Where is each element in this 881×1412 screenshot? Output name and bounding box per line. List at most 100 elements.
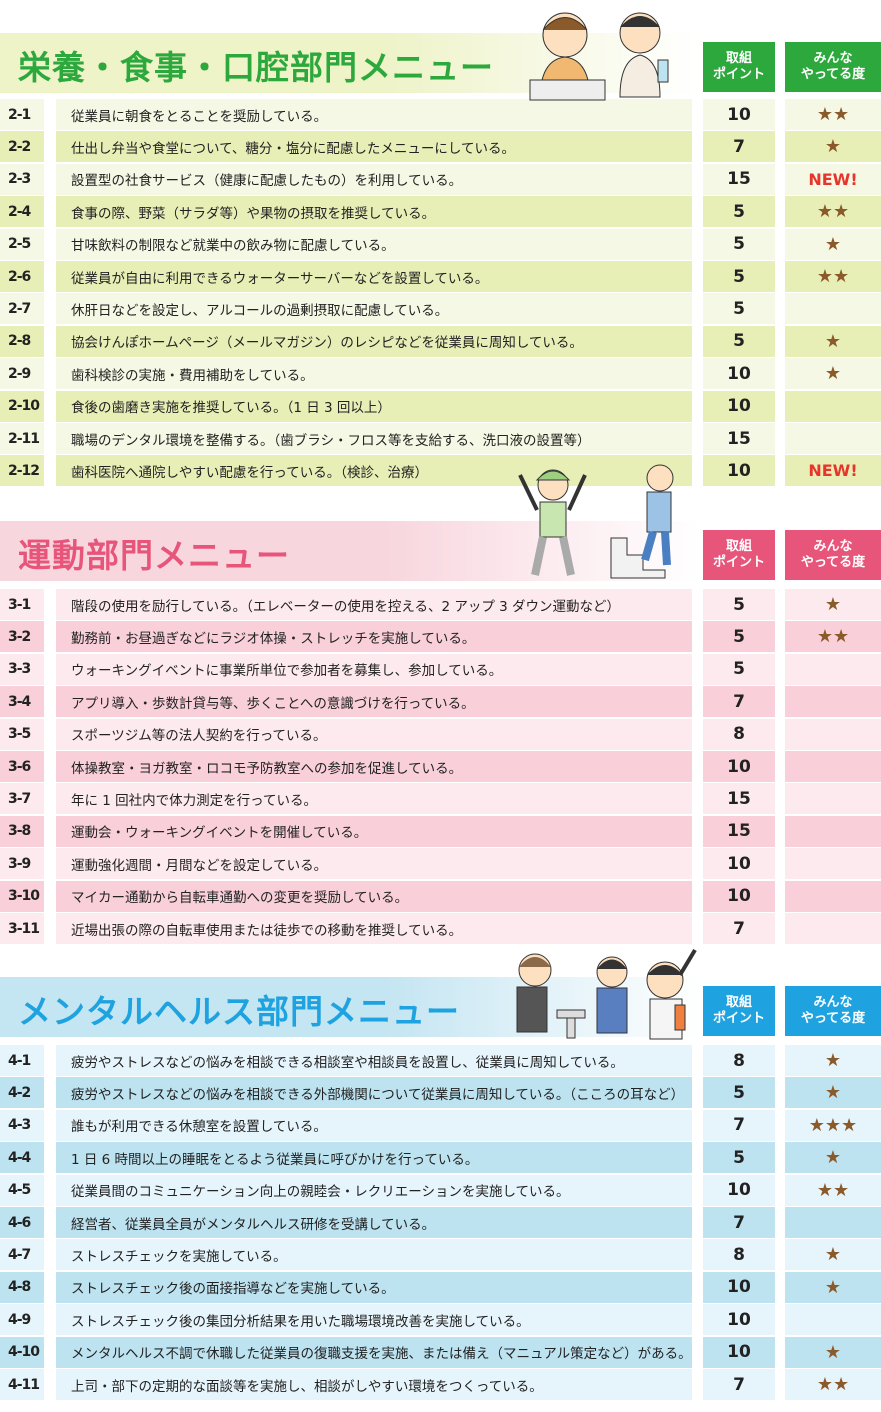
- item-description: ウォーキングイベントに事業所単位で参加者を募集し、参加している。: [56, 653, 692, 685]
- item-description: 階段の使用を励行している。（エレベーターの使用を控える、2 アップ 3 ダウン運…: [56, 589, 692, 620]
- menu-row: 3-7 年に 1 回社内で体力測定を行っている。 15: [0, 783, 881, 815]
- item-description: ストレスチェック後の集団分析結果を用いた職場環境改善を実施している。: [56, 1304, 692, 1336]
- menu-row: 4-1 疲労やストレスなどの悩みを相談できる相談室や相談員を設置し、従業員に周知し…: [0, 1045, 881, 1076]
- item-description: 体操教室・ヨガ教室・ロコモ予防教室への参加を促進している。: [56, 751, 692, 782]
- item-id: 3-2: [0, 621, 44, 653]
- menu-row: 3-6 体操教室・ヨガ教室・ロコモ予防教室への参加を促進している。 10: [0, 751, 881, 782]
- item-points: 7: [703, 686, 775, 718]
- item-popularity: [785, 653, 881, 685]
- item-description: 運動強化週間・月間などを設定している。: [56, 848, 692, 880]
- item-id: 2-4: [0, 196, 44, 228]
- item-description: 年に 1 回社内で体力測定を行っている。: [56, 783, 692, 815]
- menu-row: 4-11 上司・部下の定期的な面談等を実施し、相談がしやすい環境をつくっている。 7…: [0, 1369, 881, 1400]
- item-id: 4-2: [0, 1077, 44, 1109]
- star-rating-icon: ★: [785, 1239, 881, 1271]
- star-rating-icon: ★★: [785, 621, 881, 653]
- item-points: 10: [703, 99, 775, 130]
- item-description: 従業員が自由に利用できるウォーターサーバーなどを設置している。: [56, 261, 692, 292]
- item-id: 4-4: [0, 1142, 44, 1174]
- item-description: 従業員に朝食をとることを奨励している。: [56, 99, 692, 130]
- item-points: 5: [703, 1077, 775, 1109]
- item-points: 5: [703, 196, 775, 228]
- item-points: 5: [703, 325, 775, 357]
- star-rating-icon: ★: [785, 1271, 881, 1303]
- item-id: 3-11: [0, 913, 44, 944]
- star-rating-icon: ★: [785, 358, 881, 390]
- section-title-band: 運動部門メニュー: [0, 521, 700, 581]
- header-points: 取組 ポイント: [703, 42, 775, 92]
- item-id: 2-12: [0, 455, 44, 487]
- item-popularity: [785, 815, 881, 847]
- item-popularity: [785, 751, 881, 782]
- menu-row: 2-3 設置型の社食サービス（健康に配慮したもの）を利用している。 15 NEW!: [0, 163, 881, 195]
- star-rating-icon: ★★: [785, 1174, 881, 1206]
- item-points: 5: [703, 1142, 775, 1174]
- item-description: 経営者、従業員全員がメンタルヘルス研修を受講している。: [56, 1207, 692, 1238]
- star-rating-icon: ★: [785, 589, 881, 620]
- item-popularity: [785, 913, 881, 944]
- people-eating-illustration: [529, 12, 669, 101]
- item-description: 職場のデンタル環境を整備する。（歯ブラシ・フロス等を支給する、洗口液の設置等）: [56, 423, 692, 454]
- menu-row: 3-9 運動強化週間・月間などを設定している。 10: [0, 848, 881, 880]
- item-description: 疲労やストレスなどの悩みを相談できる外部機関について従業員に周知している。（ここ…: [56, 1077, 692, 1109]
- item-description: アプリ導入・歩数計貸与等、歩くことへの意識づけを行っている。: [56, 686, 692, 718]
- menu-row: 3-8 運動会・ウォーキングイベントを開催している。 15: [0, 815, 881, 847]
- menu-row: 4-4 1 日 6 時間以上の睡眠をとるよう従業員に呼びかけを行っている。 5 ★: [0, 1142, 881, 1174]
- item-id: 3-10: [0, 880, 44, 912]
- item-id: 3-6: [0, 751, 44, 782]
- item-id: 4-11: [0, 1369, 44, 1400]
- item-points: 10: [703, 455, 775, 487]
- item-points: 15: [703, 423, 775, 454]
- item-popularity: [785, 293, 881, 325]
- item-points: 15: [703, 783, 775, 815]
- item-id: 2-6: [0, 261, 44, 292]
- item-id: 4-7: [0, 1239, 44, 1271]
- item-popularity: [785, 686, 881, 718]
- menu-row: 4-7 ストレスチェックを実施している。 8 ★: [0, 1239, 881, 1271]
- item-points: 15: [703, 163, 775, 195]
- menu-row: 3-10 マイカー通勤から自転車通勤への変更を奨励している。 10: [0, 880, 881, 912]
- item-description: 仕出し弁当や食堂について、糖分・塩分に配慮したメニューにしている。: [56, 131, 692, 163]
- item-points: 5: [703, 261, 775, 292]
- star-rating-icon: ★: [785, 325, 881, 357]
- menu-row: 4-6 経営者、従業員全員がメンタルヘルス研修を受講している。 7: [0, 1207, 881, 1238]
- item-id: 2-7: [0, 293, 44, 325]
- item-description: 誰もが利用できる休憩室を設置している。: [56, 1109, 692, 1141]
- star-rating-icon: ★: [785, 1336, 881, 1368]
- item-points: 10: [703, 1304, 775, 1336]
- menu-row: 2-5 甘味飲料の制限など就業中の飲み物に配慮している。 5 ★: [0, 228, 881, 260]
- item-description: 設置型の社食サービス（健康に配慮したもの）を利用している。: [56, 163, 692, 195]
- item-id: 3-4: [0, 686, 44, 718]
- item-id: 3-7: [0, 783, 44, 815]
- item-id: 2-8: [0, 325, 44, 357]
- menu-row: 2-8 協会けんぽホームページ（メールマガジン）のレシピなどを従業員に周知している…: [0, 325, 881, 357]
- item-points: 10: [703, 1174, 775, 1206]
- item-id: 3-1: [0, 589, 44, 620]
- item-description: メンタルヘルス不調で休職した従業員の復職支援を実施、または備え（マニュアル策定な…: [56, 1336, 692, 1368]
- new-badge: NEW!: [785, 455, 881, 487]
- item-description: ストレスチェックを実施している。: [56, 1239, 692, 1271]
- star-rating-icon: ★★: [785, 261, 881, 292]
- item-description: 近場出張の際の自転車使用または徒歩での移動を推奨している。: [56, 913, 692, 944]
- menu-row: 4-2 疲労やストレスなどの悩みを相談できる外部機関について従業員に周知している。…: [0, 1077, 881, 1109]
- item-id: 3-5: [0, 718, 44, 750]
- item-popularity: [785, 1207, 881, 1238]
- section-title-band: メンタルヘルス部門メニュー: [0, 977, 700, 1037]
- item-description: 協会けんぽホームページ（メールマガジン）のレシピなどを従業員に周知している。: [56, 325, 692, 357]
- menu-row: 4-3 誰もが利用できる休憩室を設置している。 7 ★★★: [0, 1109, 881, 1141]
- item-id: 2-10: [0, 390, 44, 422]
- star-rating-icon: ★: [785, 1077, 881, 1109]
- item-popularity: [785, 848, 881, 880]
- header-points: 取組 ポイント: [703, 986, 775, 1036]
- menu-row: 2-1 従業員に朝食をとることを奨励している。 10 ★★: [0, 99, 881, 130]
- header-popularity: みんな やってる度: [785, 986, 881, 1036]
- item-description: マイカー通勤から自転車通勤への変更を奨励している。: [56, 880, 692, 912]
- item-description: 甘味飲料の制限など就業中の飲み物に配慮している。: [56, 228, 692, 260]
- item-id: 2-5: [0, 228, 44, 260]
- item-points: 5: [703, 293, 775, 325]
- item-points: 8: [703, 1239, 775, 1271]
- item-points: 15: [703, 815, 775, 847]
- menu-row: 2-9 歯科検診の実施・費用補助をしている。 10 ★: [0, 358, 881, 390]
- menu-row: 2-10 食後の歯磨き実施を推奨している。（1 日 3 回以上） 10: [0, 390, 881, 422]
- item-points: 7: [703, 131, 775, 163]
